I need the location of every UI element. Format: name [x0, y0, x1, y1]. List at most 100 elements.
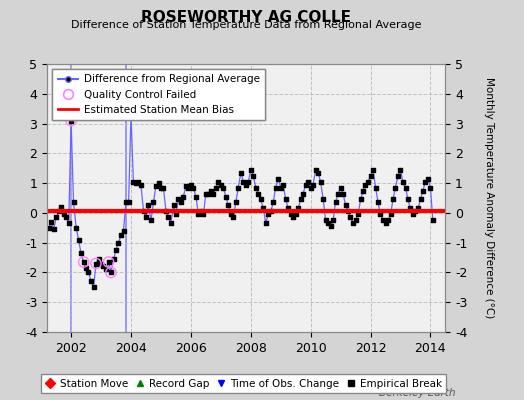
Point: [54, 208, 63, 214]
Point: [179, 193, 188, 200]
Point: [291, 211, 300, 218]
Point: [417, 196, 425, 203]
Point: [222, 193, 230, 200]
Point: [45, 224, 53, 231]
Point: [424, 176, 432, 182]
Point: [401, 184, 410, 191]
Point: [174, 196, 182, 203]
Point: [92, 260, 100, 267]
Point: [182, 183, 190, 189]
Point: [72, 224, 80, 231]
Point: [409, 211, 417, 218]
Point: [97, 260, 105, 267]
Point: [421, 178, 430, 185]
Point: [237, 170, 245, 176]
Point: [107, 269, 115, 276]
Point: [413, 205, 422, 212]
Point: [359, 187, 367, 194]
Point: [151, 183, 160, 189]
Point: [207, 187, 215, 194]
Point: [319, 196, 328, 203]
Point: [234, 184, 243, 191]
Point: [87, 278, 95, 284]
Point: [167, 220, 175, 226]
Point: [301, 181, 310, 188]
Point: [139, 208, 148, 214]
Point: [344, 208, 352, 214]
Point: [127, 112, 135, 118]
Point: [411, 208, 420, 214]
Point: [307, 184, 315, 191]
Point: [381, 220, 390, 226]
Point: [339, 190, 347, 197]
Point: [129, 178, 138, 185]
Point: [304, 178, 312, 185]
Point: [254, 190, 263, 197]
Y-axis label: Monthly Temperature Anomaly Difference (°C): Monthly Temperature Anomaly Difference (…: [484, 77, 494, 319]
Point: [372, 184, 380, 191]
Point: [281, 196, 290, 203]
Point: [204, 190, 212, 197]
Point: [52, 214, 60, 220]
Point: [47, 219, 55, 225]
Point: [157, 184, 165, 191]
Text: Difference of Station Temperature Data from Regional Average: Difference of Station Temperature Data f…: [71, 20, 421, 30]
Point: [132, 180, 140, 186]
Point: [396, 166, 405, 173]
Point: [192, 193, 200, 200]
Point: [119, 228, 128, 234]
Point: [172, 211, 180, 218]
Point: [346, 214, 355, 220]
Point: [74, 236, 83, 243]
Point: [142, 214, 150, 220]
Point: [232, 199, 240, 206]
Point: [229, 214, 237, 220]
Point: [77, 250, 85, 256]
Point: [69, 199, 78, 206]
Point: [82, 265, 90, 271]
Point: [110, 256, 118, 262]
Point: [147, 217, 155, 224]
Point: [94, 256, 103, 262]
Point: [287, 211, 295, 218]
Point: [67, 117, 75, 124]
Point: [194, 211, 203, 218]
Point: [199, 211, 208, 218]
Point: [216, 181, 225, 188]
Point: [374, 199, 382, 206]
Point: [356, 196, 365, 203]
Point: [284, 205, 292, 212]
Point: [214, 178, 223, 185]
Legend: Station Move, Record Gap, Time of Obs. Change, Empirical Break: Station Move, Record Gap, Time of Obs. C…: [41, 374, 446, 393]
Point: [274, 176, 282, 182]
Point: [342, 202, 350, 209]
Point: [84, 269, 93, 276]
Point: [352, 217, 360, 224]
Point: [389, 196, 397, 203]
Point: [122, 199, 130, 206]
Point: [117, 232, 125, 238]
Point: [269, 199, 277, 206]
Text: ROSEWORTHY AG COLLE: ROSEWORTHY AG COLLE: [141, 10, 351, 25]
Point: [399, 178, 407, 185]
Point: [80, 259, 88, 265]
Point: [379, 217, 387, 224]
Point: [219, 184, 227, 191]
Point: [239, 178, 247, 185]
Point: [224, 202, 233, 209]
Point: [114, 240, 123, 246]
Point: [92, 260, 100, 267]
Point: [50, 226, 58, 232]
Point: [289, 214, 298, 220]
Legend: Difference from Regional Average, Quality Control Failed, Estimated Station Mean: Difference from Regional Average, Qualit…: [52, 69, 265, 120]
Point: [202, 190, 210, 197]
Point: [271, 184, 280, 191]
Point: [64, 220, 73, 226]
Point: [59, 211, 68, 218]
Point: [386, 211, 395, 218]
Point: [329, 217, 337, 224]
Point: [366, 172, 375, 179]
Point: [80, 259, 88, 265]
Point: [177, 199, 185, 206]
Point: [277, 184, 285, 191]
